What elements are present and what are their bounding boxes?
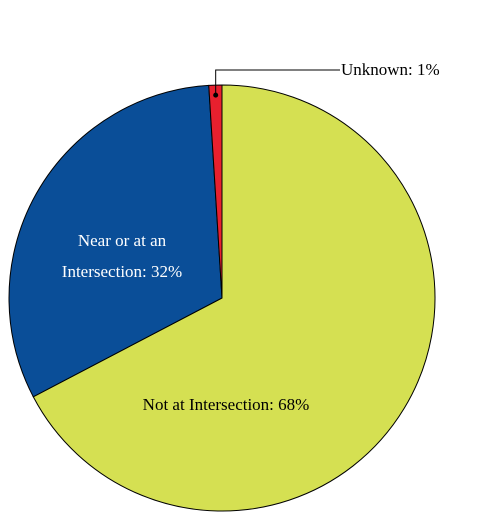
slice-label: Not at Intersection: 68%: [143, 395, 310, 414]
leader-line: [215, 69, 340, 96]
slice-label: Near or at an Intersection: 32%: [62, 231, 182, 281]
slice-label: Unknown: 1%: [341, 60, 440, 79]
pie-slice: [32, 84, 436, 512]
pie-slice: [8, 84, 223, 398]
